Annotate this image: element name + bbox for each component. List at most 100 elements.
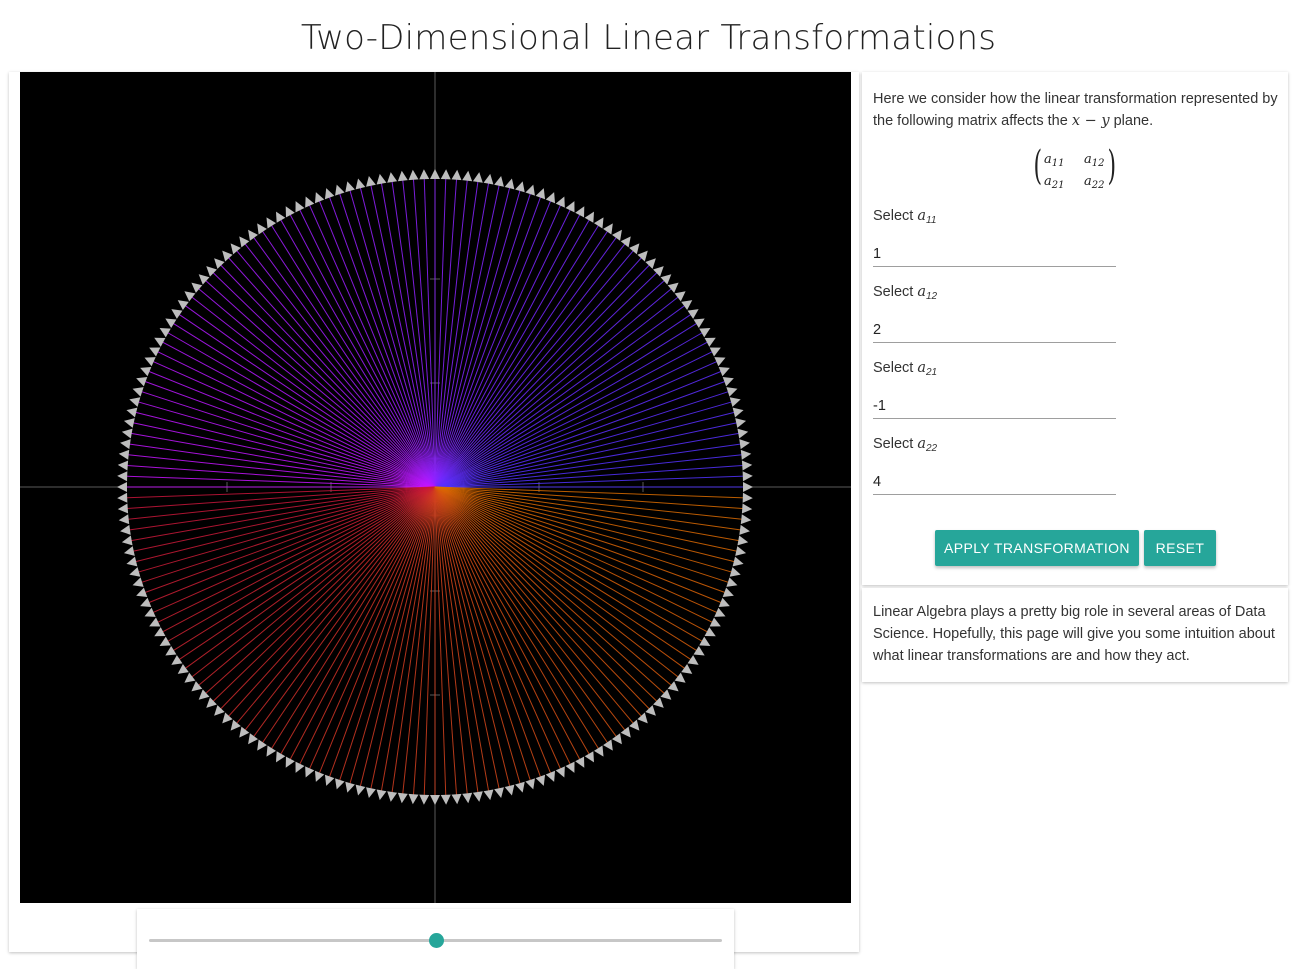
slider-card [137,909,734,969]
transform-ray [177,486,436,661]
arrowhead [732,407,744,418]
transform-ray [434,390,730,488]
transform-ray [190,486,436,679]
transform-ray [434,218,591,488]
transform-ray [370,486,436,791]
arrowhead [121,535,133,546]
transform-ray [126,454,436,488]
arrowhead [324,774,335,786]
transform-ray [434,188,521,488]
arrowhead [198,689,210,700]
arrowhead [645,258,656,269]
arrowhead [687,655,699,665]
arrowhead [376,173,387,185]
arrowhead [117,503,129,514]
reset-button[interactable]: RESET [1144,530,1216,566]
animation-slider-thumb[interactable] [428,933,444,948]
arrowhead [117,482,127,492]
arrowhead [545,770,556,782]
transform-ray [434,313,693,488]
transform-ray [434,486,743,531]
a11-input[interactable] [873,242,1116,267]
transform-ray [434,380,727,488]
transform-ray [434,486,730,584]
a21-input[interactable] [873,394,1116,419]
transform-ray [434,486,643,718]
transform-ray [125,486,436,510]
transform-ray [279,486,436,756]
transform-ray [126,486,436,520]
arrowhead [620,236,631,248]
arrowhead [483,173,494,185]
arrowhead [198,274,210,285]
transform-ray [197,486,436,687]
arrowhead [729,567,741,577]
info-card: Linear Algebra plays a pretty big role i… [862,588,1288,682]
transform-ray [434,486,704,643]
transform-ray [151,486,436,614]
arrowhead [184,291,196,302]
arrowhead [314,770,325,782]
arrowhead [451,169,462,181]
transform-ray [308,203,436,488]
transform-ray [338,192,436,488]
arrowhead [681,300,693,311]
transform-ray [359,186,436,488]
transform-ray [434,213,581,488]
transform-ray [434,304,687,488]
transform-ray [434,263,651,488]
arrowhead [123,418,135,428]
arrowhead [611,229,622,241]
arrowhead [593,745,604,757]
transform-ray [434,486,627,732]
arrowhead [387,791,398,802]
transform-ray [434,443,743,488]
a12-input[interactable] [873,318,1116,343]
arrowhead [742,471,753,482]
arrowhead [366,175,376,187]
transform-ray [197,287,436,488]
apply-transformation-button[interactable]: APPLY TRANSFORMATION [935,530,1139,566]
transform-ray [434,432,741,488]
a22-input[interactable] [873,470,1116,495]
transform-ray [434,181,490,488]
arrowhead [603,739,613,751]
transform-ray [434,422,739,488]
arrowhead [419,794,430,805]
transform-ray [143,380,436,488]
matrix-cell-a21: a21 [1044,174,1065,191]
transform-ray [125,486,436,499]
transform-ray [166,331,436,488]
transform-ray [211,271,436,488]
arrowhead [709,617,721,627]
arrowhead [472,172,483,183]
transform-ray [434,401,734,488]
arrowhead [739,524,750,535]
transform-ray [434,486,635,725]
arrowhead [667,282,679,293]
arrowhead [295,201,305,213]
arrowhead [345,181,355,193]
transform-ray [434,486,736,563]
arrowhead [525,778,535,790]
transform-ray [289,486,436,761]
arrowhead [575,206,585,218]
arrowhead [324,188,335,200]
arrowhead [742,492,753,503]
arrowhead [660,274,672,285]
arrowhead [222,250,233,262]
arrowhead [709,347,721,357]
transform-ray [434,350,714,488]
arrowhead [118,514,130,525]
arrowhead [376,789,387,801]
arrowhead [154,337,166,347]
arrowhead [149,347,161,357]
arrowhead [575,756,585,768]
transform-ray [434,486,745,510]
arrowhead [740,449,752,460]
transform-ray [129,432,436,488]
arrowhead [366,787,376,799]
arrowhead [735,418,747,428]
transform-ray [434,486,709,633]
transform-ray [261,229,436,488]
